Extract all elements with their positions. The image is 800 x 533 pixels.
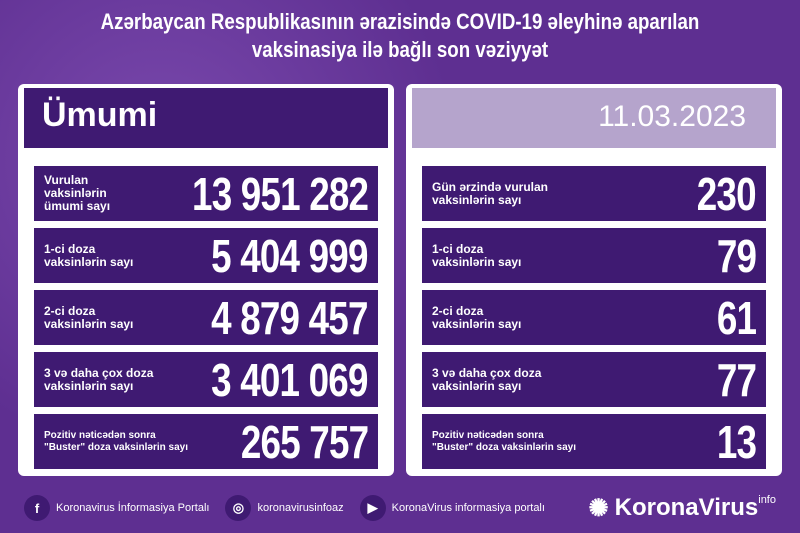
stat-row: 2-ci doza vaksinlərin sayı 4 879 457 xyxy=(34,290,378,345)
stat-label: Vurulan vaksinlərin ümumi sayı xyxy=(44,173,111,213)
stat-value: 79 xyxy=(716,229,757,282)
daily-panel: 11.03.2023 Gün ərzində vurulan vaksinlər… xyxy=(406,84,782,476)
stat-label: Pozitiv nəticədən sonra "Buster" doza va… xyxy=(44,429,188,453)
stat-value: 5 404 999 xyxy=(211,229,368,282)
facebook-label: Koronavirus İnformasiya Portalı xyxy=(56,502,210,514)
logo-sup: info xyxy=(758,493,776,506)
stat-value: 77 xyxy=(716,353,757,406)
stat-row: Vurulan vaksinlərin ümumi sayı 13 951 282 xyxy=(34,166,378,221)
footer: f Koronavirus İnformasiya Portalı ◎ korona… xyxy=(24,490,776,526)
stat-label: 1-ci doza vaksinlərin sayı xyxy=(432,241,522,269)
stat-label: 3 və daha çox doza vaksinlərin sayı xyxy=(432,365,542,393)
stat-row: Pozitiv nəticədən sonra "Buster" doza va… xyxy=(34,414,378,469)
total-header: Ümumi xyxy=(24,88,388,148)
instagram-icon: ◎ xyxy=(225,495,252,521)
stat-row: 3 və daha çox doza vaksinlərin sayı 3 401… xyxy=(34,352,378,407)
facebook-link[interactable]: f Koronavirus İnformasiya Portalı xyxy=(24,495,209,521)
youtube-icon: ▶ xyxy=(359,495,386,521)
instagram-link[interactable]: ◎ koronavirusinfoaz xyxy=(225,495,344,521)
youtube-label: KoronaVirus informasiya portalı xyxy=(391,502,545,514)
stat-row: Pozitiv nəticədən sonra "Buster" doza va… xyxy=(422,414,766,469)
stat-value: 265 757 xyxy=(240,415,369,468)
stat-label: 2-ci doza vaksinlərin sayı xyxy=(44,303,134,331)
facebook-icon: f xyxy=(24,495,50,521)
stat-label: Gün ərzində vurulan vaksinlərin sayı xyxy=(432,179,549,207)
stat-value: 61 xyxy=(716,291,757,344)
page-title: Azərbaycan Respublikasının ərazisində CO… xyxy=(100,9,700,62)
stat-value: 4 879 457 xyxy=(211,291,368,344)
stat-label: 3 və daha çox doza vaksinlərin sayı xyxy=(44,365,154,393)
instagram-label: koronavirusinfoaz xyxy=(257,502,344,514)
youtube-link[interactable]: ▶ KoronaVirus informasiya portalı xyxy=(359,495,545,521)
stat-value: 13 951 282 xyxy=(191,167,369,220)
date-header: 11.03.2023 xyxy=(412,88,776,148)
stat-value: 13 xyxy=(716,415,757,468)
stat-value: 230 xyxy=(697,167,757,220)
stat-row: 2-ci doza vaksinlərin sayı 61 xyxy=(422,290,766,345)
stat-label: 1-ci doza vaksinlərin sayı xyxy=(44,241,134,269)
virus-icon: ✺ xyxy=(588,494,609,522)
logo-text: KoronaVirus xyxy=(614,494,759,521)
stat-row: Gün ərzində vurulan vaksinlərin sayı 230 xyxy=(422,166,766,221)
total-panel: Ümumi Vurulan vaksinlərin ümumi sayı 13 9… xyxy=(18,84,394,476)
stat-label: 2-ci doza vaksinlərin sayı xyxy=(432,303,522,331)
stat-row: 1-ci doza vaksinlərin sayı 79 xyxy=(422,228,766,283)
stat-row: 3 və daha çox doza vaksinlərin sayı 77 xyxy=(422,352,766,407)
stat-value: 3 401 069 xyxy=(211,353,368,406)
koronavirus-logo: ✺ KoronaVirus info xyxy=(589,494,776,523)
stat-label: Pozitiv nəticədən sonra "Buster" doza va… xyxy=(432,429,576,453)
stat-row: 1-ci doza vaksinlərin sayı 5 404 999 xyxy=(34,228,378,283)
